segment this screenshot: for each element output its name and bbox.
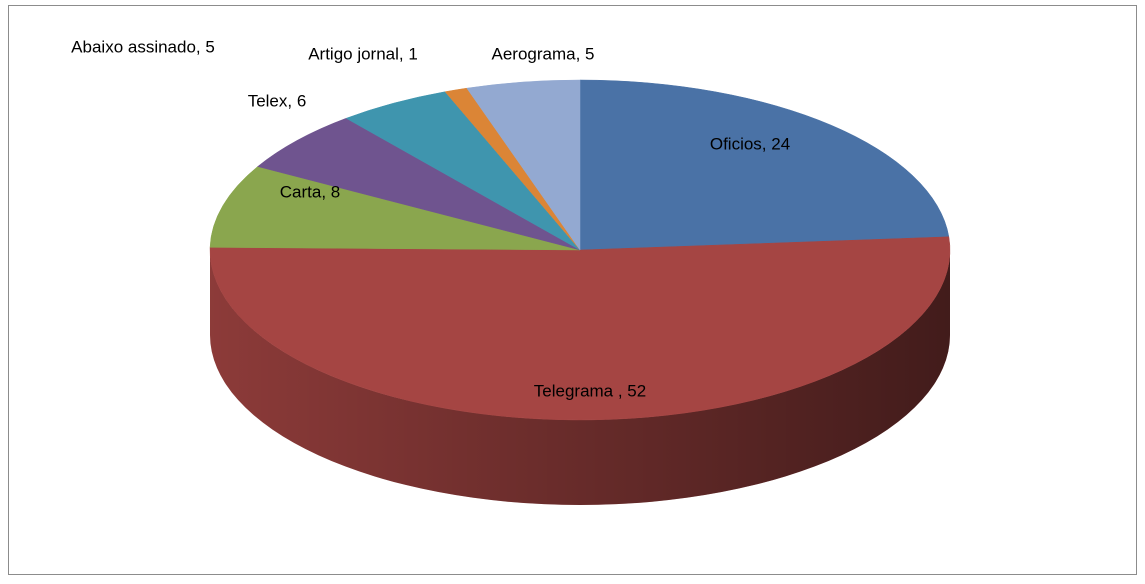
data-label: Carta, 8 bbox=[280, 182, 340, 201]
slice bbox=[579, 79, 950, 251]
data-label: Oficios, 24 bbox=[710, 134, 790, 153]
data-labels: Oficios, 24 Telegrama , 52 Carta, 8 Telex, … bbox=[71, 37, 790, 400]
slice bbox=[466, 79, 581, 251]
pie-sides bbox=[210, 250, 950, 505]
data-label: Telegrama , 52 bbox=[534, 381, 646, 400]
slice bbox=[257, 117, 581, 251]
data-label: Aerograma, 5 bbox=[492, 44, 595, 63]
slice bbox=[209, 236, 951, 421]
data-label: Telex, 6 bbox=[248, 91, 307, 110]
data-label: Abaixo assinado, 5 bbox=[71, 37, 215, 56]
slice bbox=[209, 166, 581, 251]
data-label: Artigo jornal, 1 bbox=[308, 44, 418, 63]
side-shade bbox=[210, 250, 950, 505]
pie-tops bbox=[209, 79, 951, 421]
